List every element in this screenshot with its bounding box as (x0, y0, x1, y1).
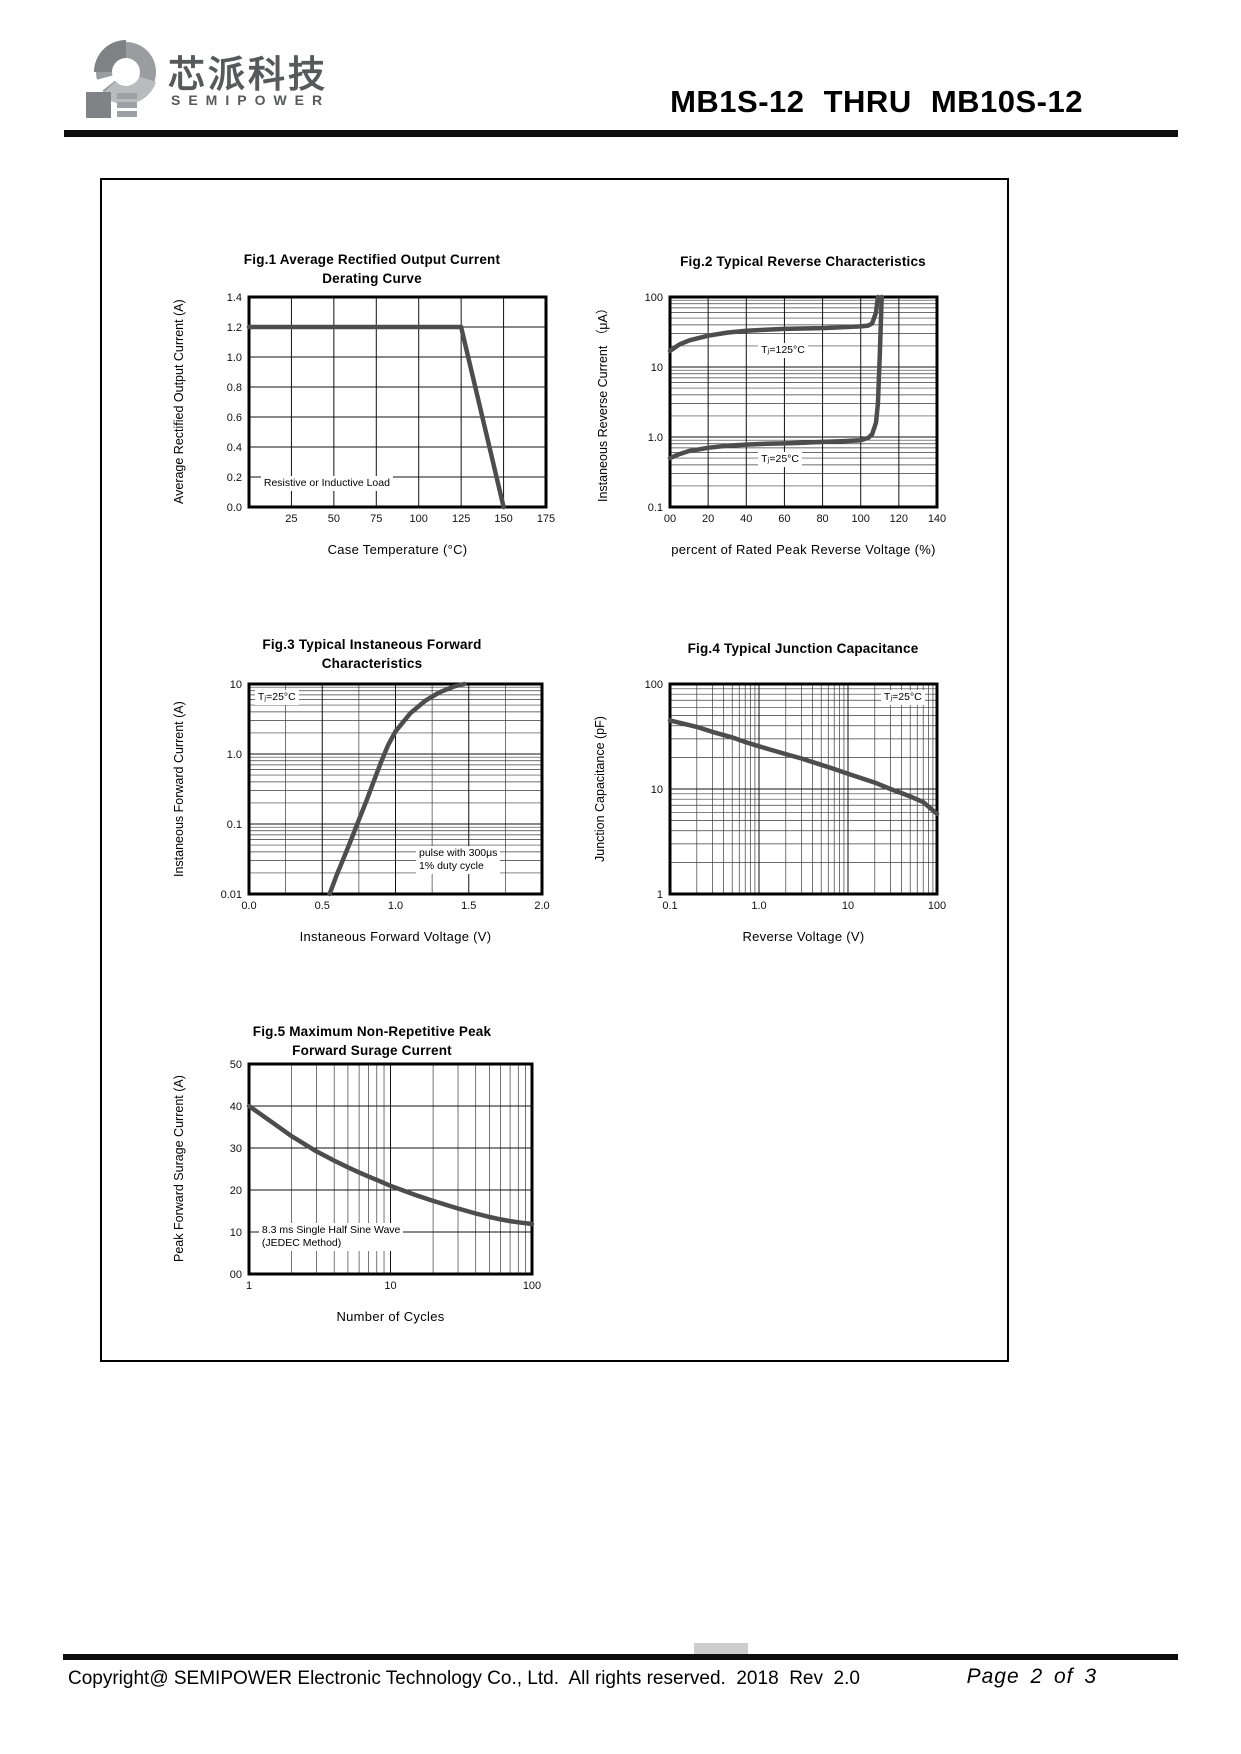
fig4-plot: 0.1 1.0 10 100 1 10 100 (645, 679, 947, 912)
svg-text:80: 80 (816, 513, 828, 525)
annotation: pulse with 300μs 1% duty cycle (416, 845, 501, 874)
svg-text:40: 40 (230, 1101, 242, 1113)
fig4-ylabel: Junction Capacitance (pF) (593, 716, 607, 862)
svg-text:150: 150 (494, 513, 512, 525)
svg-text:1: 1 (657, 889, 663, 901)
svg-text:140: 140 (928, 513, 946, 525)
svg-text:0.1: 0.1 (662, 900, 677, 912)
footer-rule (63, 1654, 1178, 1660)
header-rule (64, 130, 1178, 137)
fig1-xlabel: Case Temperature (°C) (327, 542, 468, 557)
fig4-title: Fig.4 Typical Junction Capacitance (687, 641, 919, 656)
fig2-ylabel: Instaneous Reverse Current （μA） (596, 301, 610, 503)
svg-text:50: 50 (328, 513, 340, 525)
fig4-xlabel: Reverse Voltage (V) (742, 929, 865, 944)
svg-text:40: 40 (740, 513, 752, 525)
svg-text:0.1: 0.1 (227, 819, 242, 831)
svg-text:0.0: 0.0 (227, 502, 242, 514)
footer-mark (694, 1643, 748, 1654)
svg-text:0.0: 0.0 (241, 900, 256, 912)
fig3-title: Fig.3 Typical Instaneous Forward Charact… (262, 637, 482, 671)
svg-text:1: 1 (246, 1280, 252, 1292)
charts-frame: Fig.1 Average Rectified Output Current D… (100, 178, 1009, 1362)
svg-text:10: 10 (651, 362, 663, 374)
svg-text:1.0: 1.0 (388, 900, 403, 912)
svg-text:00: 00 (230, 1269, 242, 1281)
fig5-ylabel: Peak Forward Surage Current (A) (172, 1075, 186, 1263)
fig5-xlabel: Number of Cycles (336, 1309, 445, 1324)
svg-text:0.6: 0.6 (227, 412, 242, 424)
svg-text:0.2: 0.2 (227, 472, 242, 484)
svg-text:100: 100 (410, 513, 428, 525)
svg-text:0.1: 0.1 (648, 502, 663, 514)
svg-text:1.2: 1.2 (227, 322, 242, 334)
semipower-logo-icon (86, 40, 156, 118)
svg-text:60: 60 (778, 513, 790, 525)
svg-text:10: 10 (842, 900, 854, 912)
svg-text:100: 100 (928, 900, 946, 912)
copyright-text: Copyright@ SEMIPOWER Electronic Technolo… (68, 1668, 860, 1689)
fig1-plot: 25 50 75 100 125 150 175 0.0 0.2 0.4 0.6 0.8 1.0 1.2 1… (227, 292, 555, 525)
svg-text:1.4: 1.4 (227, 292, 242, 304)
svg-text:0.8: 0.8 (227, 382, 242, 394)
fig2-title: Fig.2 Typical Reverse Characteristics (680, 254, 926, 269)
brand-name-chinese: 芯派科技 (168, 54, 328, 95)
svg-text:30: 30 (230, 1143, 242, 1155)
svg-text:00: 00 (664, 513, 676, 525)
svg-text:175: 175 (537, 513, 555, 525)
annotation: Resistive or Inductive Load (260, 475, 393, 491)
svg-text:2.0: 2.0 (534, 900, 549, 912)
svg-text:120: 120 (890, 513, 908, 525)
svg-text:75: 75 (370, 513, 382, 525)
annotation: Tⱼ=25°C (758, 452, 802, 468)
fig3-xlabel: Instaneous Forward Voltage (V) (299, 929, 492, 944)
fig2-xlabel: percent of Rated Peak Reverse Voltage (%… (671, 542, 936, 557)
svg-text:1.0: 1.0 (227, 352, 242, 364)
svg-text:1.0: 1.0 (751, 900, 766, 912)
fig3-plot: 0.0 0.5 1.0 1.5 2.0 0.01 0.1 1.0 10 (221, 679, 550, 912)
fig5-plot: 1 10 100 00 10 20 30 40 50 (230, 1059, 541, 1292)
annotation: Tⱼ=125°C (758, 343, 808, 359)
svg-text:20: 20 (702, 513, 714, 525)
svg-text:10: 10 (230, 679, 242, 691)
svg-text:10: 10 (651, 784, 663, 796)
fig1-title: Fig.1 Average Rectified Output Current D… (243, 252, 501, 286)
fig2-plot: 00 20 40 60 80 100 120 140 0.1 1.0 10 100 (645, 292, 947, 525)
page-number: Page 2 of 3 (966, 1665, 1097, 1688)
svg-text:100: 100 (645, 292, 663, 304)
annotation: Tⱼ=25°C (880, 690, 925, 706)
svg-text:0.4: 0.4 (227, 442, 242, 454)
annotation: 8.3 ms Single Half Sine Wave (JEDEC Metho… (258, 1222, 404, 1251)
fig5-title: Fig.5 Maximum Non-Repetitive Peak Forwar… (252, 1024, 492, 1058)
fig3-ylabel: Instaneous Forward Current (A) (172, 701, 186, 877)
document-title: MB1S-12 THRU MB10S-12 (670, 84, 1083, 119)
svg-text:10: 10 (230, 1227, 242, 1239)
svg-text:0.01: 0.01 (221, 889, 242, 901)
svg-text:50: 50 (230, 1059, 242, 1071)
svg-text:1.5: 1.5 (461, 900, 476, 912)
svg-text:20: 20 (230, 1185, 242, 1197)
annotation: Tⱼ=25°C (254, 690, 299, 706)
svg-text:25: 25 (285, 513, 297, 525)
svg-text:10: 10 (384, 1280, 396, 1292)
svg-text:100: 100 (645, 679, 663, 691)
svg-text:100: 100 (523, 1280, 541, 1292)
svg-text:1.0: 1.0 (648, 432, 663, 444)
brand-name-english: SEMIPOWER (171, 92, 331, 108)
svg-text:125: 125 (452, 513, 470, 525)
svg-text:1.0: 1.0 (227, 749, 242, 761)
svg-text:0.5: 0.5 (315, 900, 330, 912)
fig1-ylabel: Average Rectified Output Current (A) (172, 299, 186, 505)
svg-text:100: 100 (852, 513, 870, 525)
